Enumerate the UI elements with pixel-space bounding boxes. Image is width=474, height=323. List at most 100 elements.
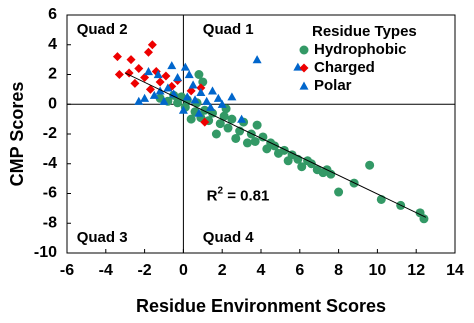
point bbox=[242, 138, 252, 148]
x-tick-label: 2 bbox=[218, 262, 227, 279]
point bbox=[312, 165, 322, 175]
point bbox=[217, 99, 227, 108]
legend-label: Charged bbox=[314, 59, 375, 76]
point bbox=[114, 70, 124, 79]
point bbox=[130, 78, 140, 88]
trendline bbox=[124, 72, 427, 218]
y-tick-label: 6 bbox=[48, 6, 57, 23]
x-tick-label: 8 bbox=[334, 262, 343, 279]
point bbox=[202, 96, 212, 105]
x-tick-label: 10 bbox=[369, 262, 387, 279]
r-squared-part: R bbox=[207, 187, 218, 204]
x-tick-label: 12 bbox=[407, 262, 425, 279]
point bbox=[273, 148, 283, 158]
point bbox=[143, 47, 153, 57]
point bbox=[145, 84, 155, 94]
point bbox=[258, 132, 268, 142]
y-tick-label: -6 bbox=[43, 185, 57, 202]
point bbox=[188, 80, 198, 89]
point bbox=[126, 55, 136, 65]
point bbox=[149, 90, 159, 99]
point bbox=[155, 77, 165, 87]
x-tick-label: 4 bbox=[257, 262, 266, 279]
legend-label: Hydrophobic bbox=[314, 41, 407, 58]
point bbox=[194, 108, 204, 117]
x-tick-label: 0 bbox=[179, 262, 188, 279]
point bbox=[227, 114, 237, 124]
point bbox=[250, 136, 260, 146]
x-tick-label: 6 bbox=[295, 262, 304, 279]
point bbox=[173, 72, 183, 82]
quadrant-label: Quad 4 bbox=[203, 229, 255, 246]
point bbox=[219, 111, 229, 121]
point bbox=[147, 40, 157, 50]
point bbox=[124, 68, 134, 78]
r-squared-part: 2 bbox=[218, 185, 224, 196]
y-tick-label: -4 bbox=[43, 155, 57, 172]
point bbox=[186, 114, 196, 124]
point bbox=[293, 62, 303, 71]
y-tick-label: 0 bbox=[48, 95, 57, 112]
point bbox=[252, 120, 262, 130]
point bbox=[190, 95, 200, 104]
point bbox=[140, 93, 150, 102]
y-tick-label: -10 bbox=[34, 244, 57, 261]
legend-label: Polar bbox=[314, 77, 352, 94]
x-tick-label: 14 bbox=[446, 262, 464, 279]
point bbox=[237, 114, 247, 123]
point bbox=[173, 98, 183, 108]
point bbox=[252, 55, 262, 64]
point bbox=[143, 67, 153, 76]
quadrant-label: Quad 2 bbox=[77, 21, 128, 38]
point bbox=[182, 92, 192, 101]
y-tick-label: -8 bbox=[43, 214, 57, 231]
point bbox=[159, 96, 169, 105]
legend-title: Residue Types bbox=[312, 23, 417, 40]
point bbox=[163, 83, 173, 92]
point bbox=[196, 87, 206, 96]
point bbox=[213, 93, 223, 102]
point bbox=[215, 119, 225, 129]
point bbox=[283, 156, 293, 166]
y-axis-title: CMP Scores bbox=[7, 82, 27, 187]
x-tick-label: -4 bbox=[99, 262, 113, 279]
x-tick-label: -6 bbox=[60, 262, 74, 279]
point bbox=[194, 70, 204, 79]
point bbox=[223, 123, 233, 133]
point bbox=[227, 92, 237, 101]
point bbox=[186, 86, 196, 96]
x-tick-label: -2 bbox=[137, 262, 151, 279]
legend-marker bbox=[299, 81, 309, 90]
point bbox=[167, 61, 177, 70]
point bbox=[178, 105, 188, 114]
point bbox=[208, 86, 217, 95]
point bbox=[365, 160, 375, 170]
point bbox=[161, 71, 171, 81]
point bbox=[153, 70, 163, 79]
legend-marker bbox=[299, 45, 309, 55]
point bbox=[208, 108, 217, 118]
point bbox=[140, 72, 150, 82]
point bbox=[231, 133, 241, 143]
point bbox=[184, 70, 194, 79]
point bbox=[112, 52, 122, 62]
point bbox=[134, 96, 144, 105]
y-tick-label: 4 bbox=[48, 36, 57, 53]
r-squared: R2 = 0.81 bbox=[207, 185, 270, 204]
r-squared-part: = 0.81 bbox=[223, 187, 269, 204]
point bbox=[134, 64, 144, 74]
y-tick-label: 2 bbox=[48, 66, 57, 83]
point bbox=[180, 62, 190, 71]
y-tick-label: -2 bbox=[43, 125, 57, 142]
point bbox=[155, 86, 165, 95]
point bbox=[200, 117, 210, 127]
x-axis-title: Residue Environment Scores bbox=[136, 296, 386, 316]
quadrant-label: Quad 3 bbox=[77, 229, 128, 246]
point bbox=[211, 129, 221, 139]
point bbox=[206, 102, 216, 111]
point bbox=[297, 162, 307, 172]
legend-marker bbox=[299, 63, 309, 73]
quadrant-label: Quad 1 bbox=[203, 21, 254, 38]
point bbox=[262, 144, 272, 154]
